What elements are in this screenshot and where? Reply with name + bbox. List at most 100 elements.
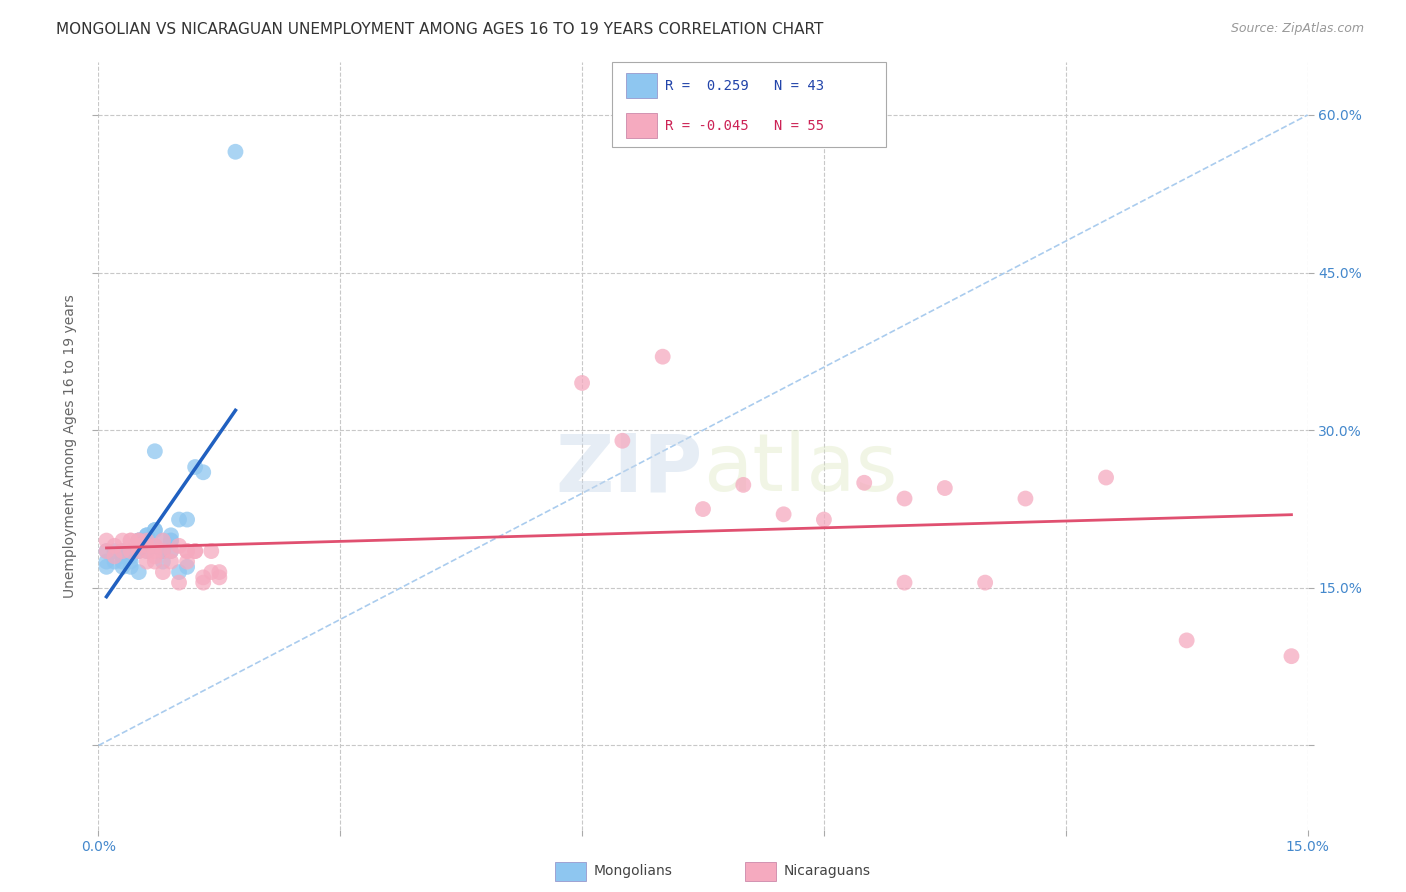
Point [612, 434, 634, 448]
Point [128, 539, 150, 553]
Point [143, 523, 166, 537]
Point [120, 549, 142, 564]
Point [160, 544, 183, 558]
Point [143, 539, 166, 553]
Point [893, 575, 915, 590]
Text: Mongolians: Mongolians [593, 864, 672, 879]
Point [176, 555, 198, 569]
Point [96, 555, 118, 569]
Point [143, 544, 166, 558]
Point [120, 544, 142, 558]
Point [103, 544, 125, 558]
Point [96, 544, 118, 558]
Point [128, 533, 150, 548]
Text: MONGOLIAN VS NICARAGUAN UNEMPLOYMENT AMONG AGES 16 TO 19 YEARS CORRELATION CHART: MONGOLIAN VS NICARAGUAN UNEMPLOYMENT AMO… [56, 22, 824, 37]
Point [128, 533, 150, 548]
Text: ZIP: ZIP [555, 430, 703, 508]
Point [167, 539, 190, 553]
Point [167, 565, 190, 579]
Point [152, 544, 174, 558]
Point [152, 544, 174, 558]
Point [208, 570, 231, 584]
Point [128, 544, 150, 558]
Point [128, 533, 150, 548]
Point [135, 555, 157, 569]
Point [135, 533, 157, 548]
Point [120, 559, 142, 574]
Text: R =  0.259   N = 43: R = 0.259 N = 43 [665, 78, 824, 93]
Point [160, 533, 183, 548]
Point [143, 444, 166, 458]
Point [193, 575, 215, 590]
Point [120, 533, 142, 548]
Point [208, 565, 231, 579]
Point [893, 491, 915, 506]
Point [135, 544, 157, 558]
Point [111, 533, 134, 548]
Point [143, 523, 166, 537]
Point [184, 460, 207, 475]
Point [200, 565, 222, 579]
Point [160, 555, 183, 569]
Point [853, 475, 876, 490]
Point [128, 565, 150, 579]
Point [813, 512, 835, 526]
Point [128, 544, 150, 558]
Point [176, 559, 198, 574]
Point [103, 555, 125, 569]
Point [193, 465, 215, 479]
Point [651, 350, 673, 364]
Point [120, 555, 142, 569]
Point [120, 544, 142, 558]
Point [160, 528, 183, 542]
Point [135, 544, 157, 558]
Text: atlas: atlas [703, 430, 897, 508]
Point [974, 575, 997, 590]
Point [152, 555, 174, 569]
Point [167, 512, 190, 526]
Point [128, 539, 150, 553]
Point [1175, 633, 1198, 648]
Point [128, 533, 150, 548]
Point [96, 533, 118, 548]
Point [184, 544, 207, 558]
Point [1095, 470, 1118, 484]
Point [193, 570, 215, 584]
Point [152, 544, 174, 558]
Point [143, 555, 166, 569]
Point [772, 508, 794, 522]
Text: R = -0.045   N = 55: R = -0.045 N = 55 [665, 119, 824, 133]
Text: Nicaraguans: Nicaraguans [783, 864, 870, 879]
Point [111, 555, 134, 569]
Point [176, 544, 198, 558]
Point [128, 533, 150, 548]
Point [111, 544, 134, 558]
Point [135, 533, 157, 548]
Point [167, 575, 190, 590]
Point [1014, 491, 1036, 506]
Point [143, 549, 166, 564]
Point [152, 533, 174, 548]
Point [176, 544, 198, 558]
Point [103, 539, 125, 553]
Point [160, 533, 183, 548]
Point [135, 533, 157, 548]
Point [111, 559, 134, 574]
Point [184, 544, 207, 558]
Point [111, 549, 134, 564]
Point [120, 533, 142, 548]
Point [224, 145, 246, 159]
Point [692, 502, 714, 516]
Point [733, 478, 755, 492]
Point [135, 528, 157, 542]
Point [143, 539, 166, 553]
Point [176, 512, 198, 526]
Point [1281, 649, 1303, 664]
Point [103, 549, 125, 564]
Point [135, 539, 157, 553]
Point [96, 544, 118, 558]
Text: Source: ZipAtlas.com: Source: ZipAtlas.com [1230, 22, 1364, 36]
Y-axis label: Unemployment Among Ages 16 to 19 years: Unemployment Among Ages 16 to 19 years [63, 294, 77, 598]
Point [96, 559, 118, 574]
Point [200, 544, 222, 558]
